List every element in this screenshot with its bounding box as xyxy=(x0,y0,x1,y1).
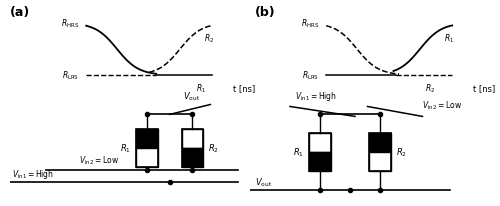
Text: $V_{\rm in1} = {\rm High}$: $V_{\rm in1} = {\rm High}$ xyxy=(295,90,337,103)
Text: $R_{\rm HRS}$: $R_{\rm HRS}$ xyxy=(301,18,319,30)
Bar xyxy=(309,134,331,152)
Text: $R_{\rm HRS}$: $R_{\rm HRS}$ xyxy=(61,18,79,30)
Bar xyxy=(136,149,158,167)
Text: $R_1$: $R_1$ xyxy=(444,32,454,45)
Text: (a): (a) xyxy=(10,6,30,19)
Text: $R_{\rm LRS}$: $R_{\rm LRS}$ xyxy=(302,69,319,82)
Bar xyxy=(369,152,391,171)
Bar xyxy=(182,149,203,167)
Text: $R_2$: $R_2$ xyxy=(396,146,407,159)
Text: $R_2$: $R_2$ xyxy=(208,142,219,155)
Text: $V_{\rm out}$: $V_{\rm out}$ xyxy=(255,176,272,188)
Bar xyxy=(136,130,158,149)
Bar xyxy=(136,130,158,167)
Bar xyxy=(369,134,391,171)
Bar xyxy=(182,130,203,167)
Bar xyxy=(309,152,331,171)
Text: $R_1$: $R_1$ xyxy=(293,146,304,159)
Text: t [ns]: t [ns] xyxy=(233,83,256,92)
Text: $R_2$: $R_2$ xyxy=(424,82,435,94)
Bar xyxy=(309,134,331,171)
Text: $R_1$: $R_1$ xyxy=(196,82,206,94)
Text: $V_{\rm in2} = {\rm Low}$: $V_{\rm in2} = {\rm Low}$ xyxy=(422,99,463,111)
Text: $V_{\rm in2} = {\rm Low}$: $V_{\rm in2} = {\rm Low}$ xyxy=(79,154,119,166)
Text: $V_{\rm in1} = {\rm High}$: $V_{\rm in1} = {\rm High}$ xyxy=(12,167,54,180)
Bar xyxy=(369,134,391,152)
Text: $R_1$: $R_1$ xyxy=(120,142,131,155)
Text: (b): (b) xyxy=(255,6,276,19)
Text: $R_2$: $R_2$ xyxy=(204,32,214,45)
Bar xyxy=(182,130,203,149)
Text: t [ns]: t [ns] xyxy=(473,83,496,92)
Text: $V_{\rm out}$: $V_{\rm out}$ xyxy=(182,90,200,102)
Text: $R_{\rm LRS}$: $R_{\rm LRS}$ xyxy=(62,69,79,82)
